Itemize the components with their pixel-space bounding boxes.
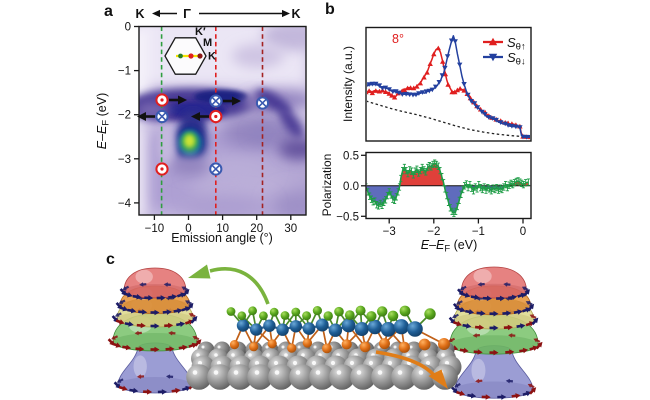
- svg-text:Intensity (a.u.): Intensity (a.u.): [341, 46, 355, 122]
- svg-text:−2: −2: [427, 226, 440, 238]
- svg-text:c: c: [106, 251, 115, 268]
- svg-text:8°: 8°: [392, 32, 404, 46]
- svg-text:K′: K′: [195, 26, 206, 38]
- svg-text:0.5: 0.5: [343, 150, 359, 162]
- svg-text:K: K: [208, 51, 216, 63]
- svg-text:Γ: Γ: [183, 6, 191, 21]
- svg-text:M: M: [203, 37, 212, 49]
- svg-text:20: 20: [250, 223, 263, 235]
- svg-text:E–EF (eV): E–EF (eV): [95, 93, 112, 150]
- svg-text:b: b: [325, 1, 335, 18]
- svg-text:−1: −1: [118, 66, 131, 78]
- svg-text:10: 10: [216, 223, 229, 235]
- svg-text:30: 30: [284, 223, 297, 235]
- svg-text:Sθ↓: Sθ↓: [507, 50, 526, 68]
- svg-text:−2: −2: [118, 110, 131, 122]
- svg-text:0.0: 0.0: [343, 181, 359, 193]
- svg-text:−0.5: −0.5: [336, 211, 359, 223]
- svg-text:0: 0: [520, 226, 526, 238]
- svg-text:−3: −3: [383, 226, 396, 238]
- svg-text:−3: −3: [118, 154, 131, 166]
- svg-text:E–EF (eV): E–EF (eV): [421, 238, 478, 255]
- svg-text:a: a: [104, 3, 113, 20]
- svg-text:−10: −10: [145, 223, 165, 235]
- svg-text:K: K: [291, 7, 300, 21]
- svg-text:−1: −1: [472, 226, 485, 238]
- svg-text:K: K: [135, 7, 144, 21]
- svg-text:−4: −4: [118, 198, 132, 210]
- svg-text:Polarization: Polarization: [320, 154, 334, 217]
- svg-text:0: 0: [185, 223, 191, 235]
- svg-text:Emission angle (°): Emission angle (°): [171, 231, 273, 245]
- svg-text:Sθ↑: Sθ↑: [507, 35, 526, 53]
- svg-text:0: 0: [125, 22, 131, 34]
